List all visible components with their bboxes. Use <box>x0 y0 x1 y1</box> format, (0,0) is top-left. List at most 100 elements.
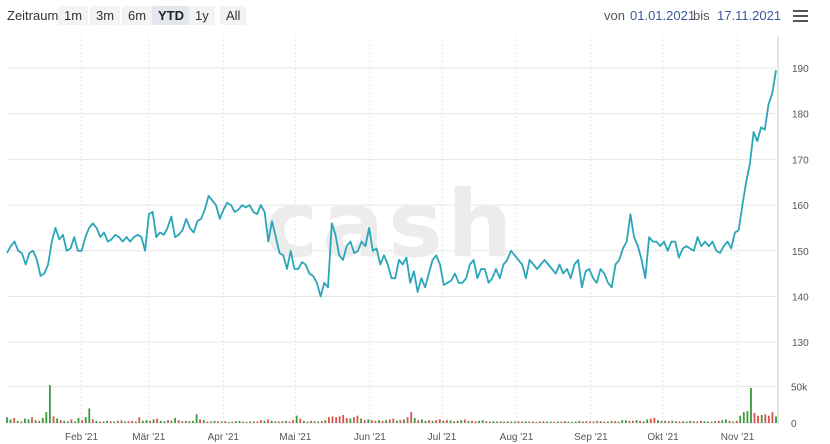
volume-bar <box>435 420 438 423</box>
volume-bar <box>578 420 581 423</box>
volume-bar <box>206 421 209 423</box>
from-date-input[interactable]: 01.01.2021 <box>630 8 696 23</box>
volume-bar <box>396 420 398 423</box>
volume-bar <box>428 420 430 423</box>
volume-bars <box>6 385 777 423</box>
volume-bar <box>270 420 273 423</box>
volume-bar <box>692 421 695 423</box>
volume-bar <box>739 415 742 423</box>
volume-bar <box>363 420 366 423</box>
volume-bar <box>31 417 33 423</box>
volume-bar <box>134 421 137 423</box>
volume-bar <box>514 421 516 423</box>
volume-bar <box>174 417 176 423</box>
volume-bar <box>667 421 670 423</box>
volume-bar <box>77 417 80 423</box>
volume-bar <box>267 419 269 423</box>
volume-bar <box>156 418 159 423</box>
volume-bar <box>564 421 566 423</box>
volume-bar <box>478 420 480 423</box>
volume-bar <box>571 421 573 423</box>
y-axis-labels: 130 140 150 160 170 180 190 0 50k <box>791 64 809 430</box>
volume-bar <box>646 419 649 423</box>
volume-bar <box>417 420 420 423</box>
volume-bar <box>481 420 484 423</box>
volume-bar <box>145 420 148 423</box>
volume-bar <box>24 418 26 423</box>
volume-bar <box>99 421 101 423</box>
to-date-input[interactable]: 17.11.2021 <box>717 8 782 23</box>
volume-bar <box>256 421 259 423</box>
volume-bar <box>421 419 423 423</box>
volume-bar <box>313 421 316 423</box>
volume-bar <box>760 415 763 423</box>
volume-bar <box>535 421 538 423</box>
volume-bar <box>614 421 616 423</box>
volume-bar <box>38 420 41 423</box>
volume-bar <box>399 420 402 423</box>
bis-label: bis <box>693 8 710 23</box>
volume-bar <box>210 421 212 423</box>
zeitraum-label: Zeitraum <box>7 8 59 23</box>
volume-bar <box>13 417 16 423</box>
range-button-3m[interactable]: 3m <box>90 6 121 25</box>
volume-bar <box>170 420 173 423</box>
volume-bar <box>621 420 624 423</box>
volume-bar <box>442 420 445 423</box>
volume-bar <box>306 421 309 423</box>
volume-bar <box>585 421 588 423</box>
volume-bar <box>678 421 681 423</box>
volume-bar <box>492 421 495 423</box>
volume-bar <box>127 421 130 423</box>
volume-bar <box>628 420 631 423</box>
volume-bar <box>685 421 688 423</box>
y-tick-label: 130 <box>792 338 809 349</box>
volume-bar <box>188 421 191 423</box>
range-button-all[interactable]: All <box>220 6 247 25</box>
volume-bar <box>27 419 30 423</box>
range-button-1m[interactable]: 1m <box>58 6 89 25</box>
volume-bar <box>117 420 119 423</box>
volume-bar <box>489 421 491 423</box>
volume-bar <box>370 420 373 423</box>
range-button-ytd[interactable]: YTD <box>152 6 190 25</box>
volume-bar <box>124 421 126 423</box>
volume-bar <box>91 419 94 423</box>
range-button-1y[interactable]: 1y <box>189 6 215 25</box>
volume-bar <box>238 420 241 423</box>
volume-bar <box>524 421 527 423</box>
volume-bar <box>767 415 770 423</box>
volume-bar <box>184 420 187 423</box>
volume-bar <box>374 420 377 423</box>
range-button-6m[interactable]: 6m <box>122 6 153 25</box>
volume-bar <box>74 421 76 423</box>
volume-bar <box>324 420 327 423</box>
volume-bar <box>177 420 180 423</box>
volume-bar <box>335 417 337 423</box>
volume-bar <box>703 421 706 423</box>
volume-bar <box>449 420 452 423</box>
volume-bar <box>231 421 234 423</box>
chart-grid <box>7 36 776 424</box>
volume-bar <box>617 421 620 423</box>
volume-bar <box>353 417 355 423</box>
volume-bar <box>367 419 370 423</box>
volume-bar <box>381 420 384 423</box>
volume-bar <box>624 420 627 423</box>
volume-bar <box>66 421 69 423</box>
price-line <box>6 70 777 298</box>
volume-bar <box>20 421 23 423</box>
volume-bar <box>195 414 198 423</box>
price-series <box>6 70 777 298</box>
volume-bar <box>721 420 724 423</box>
volume-bar <box>528 421 531 423</box>
volume-bar <box>413 417 416 423</box>
volume-bar <box>299 418 302 423</box>
volume-bar <box>725 419 727 423</box>
x-tick-label: Feb '21 <box>65 432 98 443</box>
hamburger-menu-icon[interactable] <box>793 10 808 23</box>
volume-bar <box>582 421 584 423</box>
volume-bar <box>657 420 659 423</box>
volume-bar <box>217 421 219 423</box>
